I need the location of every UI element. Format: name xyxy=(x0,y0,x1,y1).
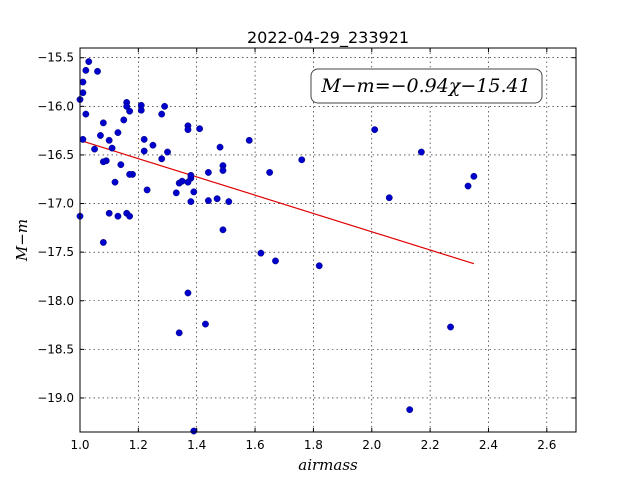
data-point xyxy=(179,178,185,184)
x-tick-label: 2.4 xyxy=(479,438,498,452)
data-point xyxy=(91,146,97,152)
data-point xyxy=(100,159,106,165)
data-point xyxy=(176,330,182,336)
data-point xyxy=(386,195,392,201)
data-point xyxy=(205,197,211,203)
data-point xyxy=(205,169,211,175)
data-point xyxy=(100,239,106,245)
data-point xyxy=(465,183,471,189)
data-point xyxy=(126,171,132,177)
data-point xyxy=(80,79,86,85)
data-point xyxy=(141,136,147,142)
data-point xyxy=(158,111,164,117)
data-point xyxy=(94,68,100,74)
data-point xyxy=(188,198,194,204)
data-point xyxy=(185,179,191,185)
data-point xyxy=(447,324,453,330)
y-tick-label: −16.5 xyxy=(37,148,74,162)
data-point xyxy=(299,157,305,163)
x-tick-label: 1.0 xyxy=(70,438,89,452)
y-tick-label: −17.5 xyxy=(37,245,74,259)
x-axis-label: airmass xyxy=(298,456,358,474)
data-point xyxy=(126,213,132,219)
data-point xyxy=(371,126,377,132)
data-point xyxy=(100,120,106,126)
data-point xyxy=(471,173,477,179)
chart-title: 2022-04-29_233921 xyxy=(247,28,409,48)
y-tick-label: −16.0 xyxy=(37,99,74,113)
data-point xyxy=(121,117,127,123)
data-point xyxy=(220,227,226,233)
data-point xyxy=(246,137,252,143)
data-point xyxy=(161,103,167,109)
data-point xyxy=(173,190,179,196)
data-point xyxy=(97,132,103,138)
fit-equation-annotation: M−m=−0.94χ−15.41 xyxy=(320,75,530,97)
data-point xyxy=(138,107,144,113)
y-tick-label: −17.0 xyxy=(37,197,74,211)
data-point xyxy=(83,67,89,73)
data-point xyxy=(83,111,89,117)
y-tick-label: −18.0 xyxy=(37,294,74,308)
data-point xyxy=(217,144,223,150)
data-point xyxy=(109,145,115,151)
data-point xyxy=(115,213,121,219)
x-tick-label: 2.6 xyxy=(537,438,556,452)
data-point xyxy=(80,90,86,96)
x-tick-label: 1.2 xyxy=(129,438,148,452)
data-point xyxy=(191,428,197,434)
data-point xyxy=(141,148,147,154)
y-tick-label: −18.5 xyxy=(37,342,74,356)
data-point xyxy=(191,189,197,195)
data-point xyxy=(316,263,322,269)
data-point xyxy=(86,58,92,64)
data-point xyxy=(150,142,156,148)
data-point xyxy=(226,198,232,204)
data-point xyxy=(80,136,86,142)
y-axis-label: M−m xyxy=(13,219,31,262)
data-point xyxy=(164,149,170,155)
data-point xyxy=(126,108,132,114)
data-point xyxy=(406,406,412,412)
data-point xyxy=(185,290,191,296)
y-tick-label: −15.5 xyxy=(37,51,74,65)
data-point xyxy=(106,137,112,143)
x-tick-label: 2.0 xyxy=(362,438,381,452)
data-point xyxy=(188,172,194,178)
y-tick-label: −19.0 xyxy=(37,391,74,405)
data-point xyxy=(202,321,208,327)
data-point xyxy=(158,156,164,162)
data-point xyxy=(220,167,226,173)
x-tick-label: 1.6 xyxy=(246,438,265,452)
data-point xyxy=(112,179,118,185)
data-point xyxy=(196,125,202,131)
data-point xyxy=(115,129,121,135)
data-point xyxy=(214,195,220,201)
x-tick-label: 1.4 xyxy=(187,438,206,452)
data-point xyxy=(418,149,424,155)
data-point xyxy=(258,250,264,256)
data-point xyxy=(144,187,150,193)
data-point xyxy=(118,161,124,167)
data-point xyxy=(106,210,112,216)
x-tick-label: 1.8 xyxy=(304,438,323,452)
annotation-box: M−m=−0.94χ−15.41 xyxy=(311,69,542,103)
x-tick-label: 2.2 xyxy=(421,438,440,452)
data-point xyxy=(272,258,278,264)
data-point xyxy=(266,169,272,175)
data-point xyxy=(185,126,191,132)
